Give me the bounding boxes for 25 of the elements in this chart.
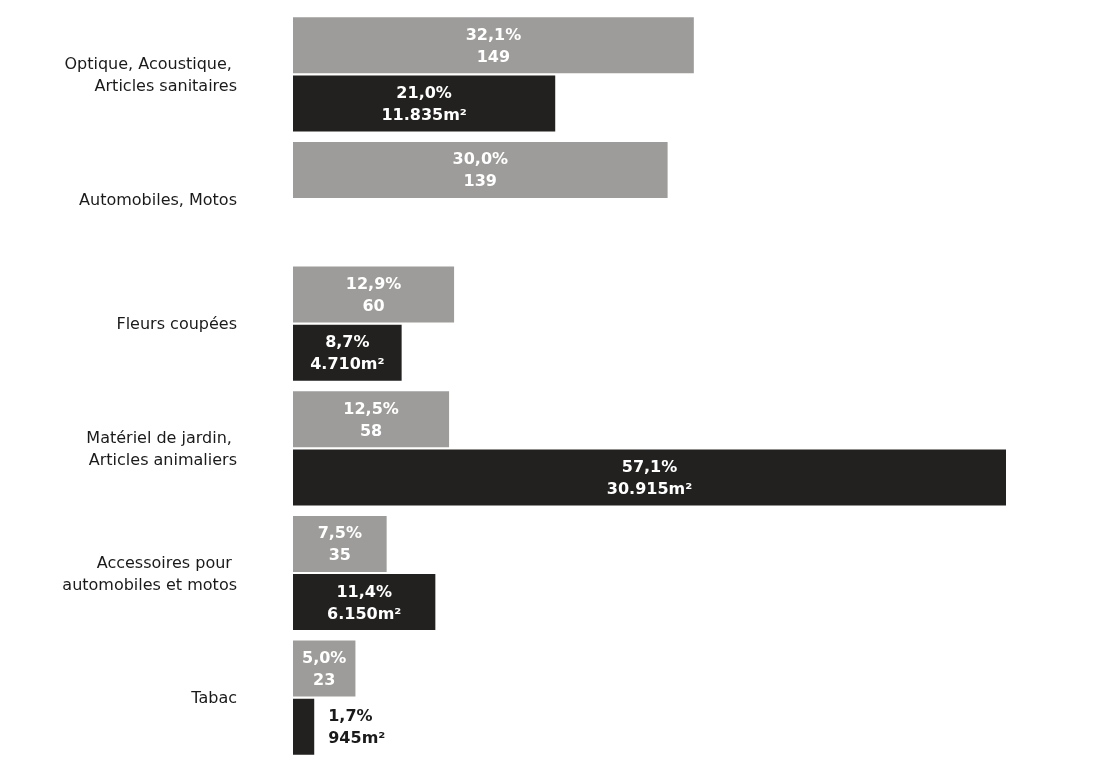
y-tick-label: Tabac (190, 688, 237, 708)
data-label: 5,0% 23 (302, 648, 347, 690)
y-tick-label: Fleurs coupées (116, 314, 237, 334)
data-label: 1,7% 945m² (328, 706, 386, 748)
data-label: 32,1% 149 (465, 24, 522, 66)
data-label: 11,4% 6.150m² (327, 581, 402, 623)
bar (293, 391, 450, 448)
data-label: 12,5% 58 (343, 398, 399, 440)
data-label: 21,0% 11.835m² (381, 82, 467, 124)
bar (293, 698, 315, 755)
data-label: 7,5% 35 (317, 523, 363, 565)
data-label: 8,7% 4.710m² (310, 332, 385, 374)
data-label: 12,9% 60 (345, 274, 402, 316)
bar (293, 17, 694, 74)
y-tick-label: Matériel de jardin, Articles animaliers (86, 427, 237, 469)
bar (293, 75, 556, 132)
y-tick-label: Automobiles, Motos (79, 189, 237, 209)
y-tick-label: Optique, Acoustique, Articles sanitaires (64, 53, 237, 95)
data-label: 57,1% 30.915m² (606, 456, 693, 498)
y-tick-label: Accessoires pour automobiles et motos (62, 552, 237, 594)
bar (293, 515, 387, 572)
bar (293, 141, 668, 198)
bar (293, 449, 1006, 506)
bar (293, 266, 455, 323)
data-label: 30,0% 139 (452, 149, 509, 191)
